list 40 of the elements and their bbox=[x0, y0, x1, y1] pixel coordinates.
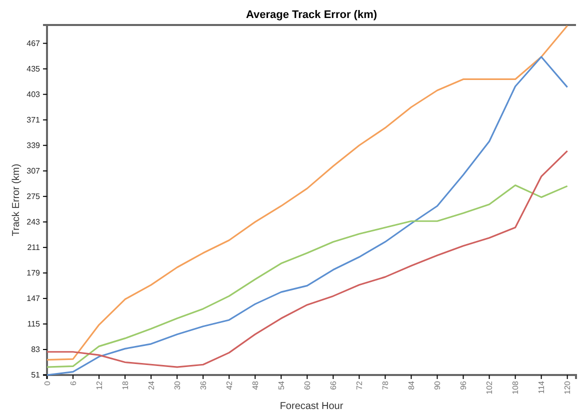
y-tick-label: 83 bbox=[31, 345, 41, 354]
x-tick-label: 12 bbox=[94, 380, 104, 390]
x-tick-label: 108 bbox=[511, 380, 520, 394]
x-tick-label: 60 bbox=[302, 380, 312, 390]
x-tick-label: 18 bbox=[120, 380, 130, 390]
x-tick-label: 84 bbox=[407, 380, 416, 390]
y-tick-label: 435 bbox=[26, 64, 41, 74]
line-series bbox=[46, 184, 568, 368]
x-tick-label: 66 bbox=[328, 380, 338, 390]
y-tick-label: 147 bbox=[26, 294, 41, 304]
x-tick-label: 30 bbox=[172, 380, 182, 390]
x-tick-label: 6 bbox=[68, 380, 78, 386]
x-axis-title: Forecast Hour bbox=[280, 401, 344, 412]
x-tick-label: 72 bbox=[354, 380, 364, 390]
x-tick-label: 120 bbox=[563, 380, 572, 394]
x-tick-label: 78 bbox=[381, 380, 390, 390]
x-tick-label: 114 bbox=[537, 380, 546, 394]
x-tick-label: 42 bbox=[224, 380, 234, 390]
y-tick-label: 115 bbox=[27, 320, 41, 329]
x-tick-label: 36 bbox=[198, 380, 208, 390]
line-series bbox=[46, 150, 568, 368]
y-tick-label: 275 bbox=[26, 192, 41, 201]
y-tick-label: 467 bbox=[26, 38, 41, 48]
x-tick-label: 90 bbox=[433, 380, 442, 390]
y-tick-label: 307 bbox=[26, 166, 41, 176]
x-tick-label: 24 bbox=[146, 380, 156, 390]
x-tick-label: 48 bbox=[250, 380, 260, 390]
y-axis-title: Track Error (km) bbox=[11, 164, 22, 236]
y-tick-label: 243 bbox=[26, 217, 41, 226]
x-tick-label: 96 bbox=[459, 380, 468, 390]
y-tick-label: 339 bbox=[26, 140, 41, 150]
x-tick-label: 102 bbox=[485, 380, 494, 394]
y-tick-label: 51 bbox=[31, 370, 41, 380]
x-tick-label: 54 bbox=[276, 380, 286, 390]
y-tick-label: 179 bbox=[26, 268, 41, 278]
y-tick-label: 403 bbox=[26, 90, 41, 99]
y-tick-label: 211 bbox=[27, 242, 41, 252]
chart-title: Average Track Error (km) bbox=[246, 9, 378, 21]
x-tick-label: 0 bbox=[42, 380, 52, 386]
y-tick-label: 371 bbox=[26, 115, 41, 124]
